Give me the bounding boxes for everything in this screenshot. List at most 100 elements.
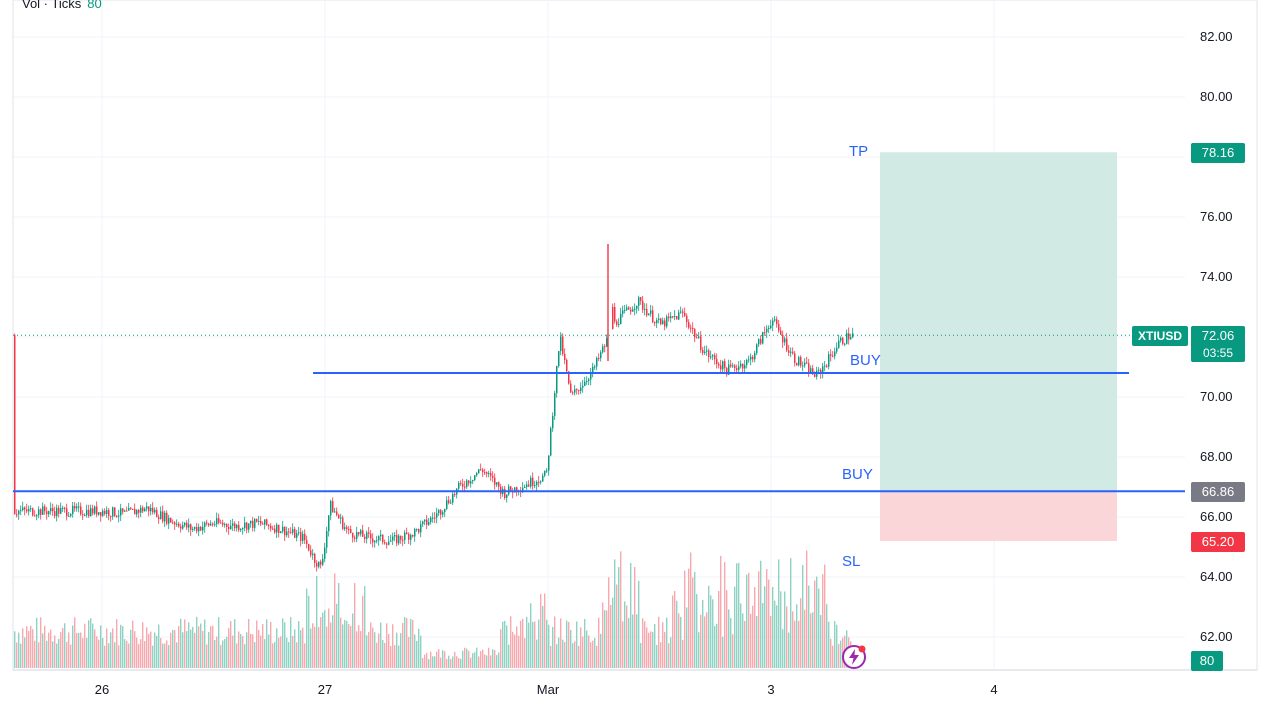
volume-bar <box>168 645 170 668</box>
candle <box>624 309 626 311</box>
volume-bar <box>768 579 770 668</box>
volume-bar <box>442 650 444 668</box>
volume-bar <box>734 586 736 668</box>
candle <box>558 351 560 366</box>
volume-bar <box>698 632 700 668</box>
volume-bar <box>430 651 432 668</box>
candle <box>380 534 382 537</box>
volume-bar <box>134 631 136 668</box>
candle <box>152 507 154 513</box>
candle <box>310 550 312 556</box>
candle <box>90 508 92 517</box>
candle <box>794 353 796 363</box>
volume-bar <box>216 636 218 668</box>
volume-bar <box>652 631 654 668</box>
volume-bar <box>656 644 658 668</box>
drawing-lines[interactable] <box>13 334 1185 493</box>
candle <box>162 511 164 522</box>
volume-bar <box>460 658 462 668</box>
candle <box>242 528 244 530</box>
candle <box>18 510 20 515</box>
volume-bar <box>794 620 796 668</box>
volume-bar <box>462 650 464 668</box>
candle <box>248 523 250 530</box>
volume-bar <box>748 572 750 668</box>
volume-bar <box>806 550 808 668</box>
volume-bar <box>640 643 642 668</box>
position-zones[interactable] <box>880 152 1117 541</box>
volume-bar <box>778 559 780 668</box>
volume-bar <box>520 620 522 668</box>
volume-bar <box>48 632 50 668</box>
candle <box>292 529 294 533</box>
candle <box>752 356 754 360</box>
candle <box>376 540 378 542</box>
candle <box>148 506 150 512</box>
volume-legend[interactable]: Vol · Ticks 80 <box>22 0 102 11</box>
candle <box>370 533 372 539</box>
volume-bar <box>362 595 364 668</box>
volume-bar <box>418 628 420 668</box>
volume-bar <box>342 624 344 668</box>
volume-bar <box>498 652 500 668</box>
volume-bar <box>676 600 678 668</box>
volume-bar <box>402 623 404 668</box>
candle <box>590 372 592 380</box>
candle <box>86 509 88 516</box>
volume-bar <box>180 618 182 668</box>
candle <box>202 526 204 531</box>
lightning-icon[interactable] <box>841 644 867 670</box>
volume-bar <box>318 627 320 668</box>
volume-bar <box>376 642 378 668</box>
candle <box>56 507 58 517</box>
volume-bar <box>574 641 576 668</box>
candle <box>170 517 172 523</box>
volume-bar <box>680 616 682 668</box>
volume-bar <box>162 643 164 668</box>
volume-bar <box>174 630 176 668</box>
volume-bar <box>396 632 398 668</box>
volume-bar <box>472 653 474 668</box>
candle <box>764 332 766 334</box>
volume-bar <box>336 603 338 668</box>
volume-bar <box>722 636 724 668</box>
volume-bar <box>732 634 734 668</box>
volume-bar <box>50 629 52 668</box>
candle <box>600 352 602 359</box>
volume-bar <box>70 644 72 668</box>
volume-bar <box>298 621 300 668</box>
volume-bar <box>506 625 508 668</box>
candle <box>468 480 470 484</box>
candle <box>366 532 368 539</box>
candle <box>680 311 682 313</box>
volume-bar <box>496 655 498 668</box>
volume-bar <box>704 616 706 668</box>
volume-bar <box>414 634 416 668</box>
volume-bar <box>276 628 278 668</box>
candle <box>544 470 546 476</box>
candle <box>166 512 168 524</box>
volume-bar <box>238 631 240 668</box>
volume-bar <box>538 619 540 668</box>
volume-bar <box>172 629 174 668</box>
volume-bar <box>494 650 496 668</box>
candle <box>758 339 760 345</box>
volume-bar <box>92 623 94 668</box>
volume-bar <box>18 632 20 668</box>
candle <box>434 517 436 519</box>
volume-bar <box>832 645 834 668</box>
volume-bar <box>556 644 558 668</box>
candle <box>714 355 716 360</box>
candle <box>516 487 518 492</box>
last-price: 72.06 <box>1201 328 1235 343</box>
candle <box>798 357 800 366</box>
volume-bar <box>240 633 242 668</box>
candle <box>748 359 750 361</box>
candle <box>846 333 848 344</box>
x-tick-label: 26 <box>94 682 110 697</box>
candle <box>462 483 464 487</box>
candle <box>592 366 594 373</box>
candle <box>382 534 384 543</box>
